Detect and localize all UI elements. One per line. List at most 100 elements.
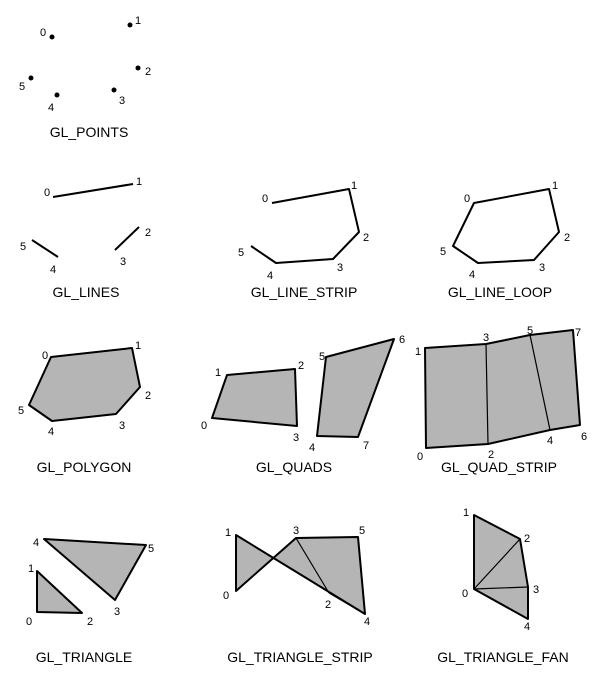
strip-divider [328,592,366,615]
panel-gl-triangle-fan: 0 1 2 3 4 GL_TRIANGLE_FAN [437,507,569,665]
panel-gl-triangle-strip: 0 1 2 3 4 5 GL_TRIANGLE_STRIP [223,525,373,665]
panel-shapes: 0 1 2 3 4 [462,507,539,633]
vertex-label: 5 [20,241,26,253]
line-loop-path [452,188,560,264]
strip-divider [295,537,330,594]
vertex-label: 4 [50,264,56,276]
vertex-label: 3 [483,332,489,344]
vertex-label: 4 [33,537,39,549]
vertex-label: 3 [119,420,125,432]
vertex-label: 5 [527,325,533,337]
panel-shapes: 0 1 2 34 5 6 7 [201,334,405,454]
vertex-label: 2 [87,616,93,628]
panel-gl-polygon: 0 1 2 3 4 5 GL_POLYGON [18,340,151,475]
vertex-label: 0 [462,588,468,600]
quad-shape [316,338,395,438]
vertex-label: 2 [145,227,151,239]
vertex-label: 6 [399,334,405,346]
vertex-label: 2 [524,533,530,545]
vertex-label: 1 [215,367,221,379]
panel-gl-quad-strip: 0 1 2 3 4 5 6 7 GL_QUAD_STRIP [415,325,587,475]
quad-shape [211,368,298,427]
vertex-label: 0 [223,590,229,602]
vertex-label: 5 [19,81,25,93]
triangle-fan-outline [473,514,529,620]
vertex-label: 0 [40,27,46,39]
quad-divider [485,343,489,445]
vertex-label: 2 [145,66,151,78]
vertex-label: 2 [298,360,304,372]
vertex-label: 1 [415,346,421,358]
vertex-label: 3 [114,606,120,618]
panel-gl-points: 0 1 2 3 4 5 GL_POINTS [19,15,151,140]
vertex-label: 4 [48,102,54,114]
point-marker [127,22,133,28]
panel-shapes: 0 1 2 3 4 5 [440,180,570,281]
panel-shapes: 0 1 2 3 4 5 [238,180,369,282]
panel-gl-line-loop: 0 1 2 3 4 5 GL_LINE_LOOP [440,180,570,300]
vertex-label: 4 [48,426,54,438]
vertex-label: 5 [440,246,446,258]
vertex-label: 0 [201,420,207,432]
vertex-label: 1 [135,340,141,352]
panel-gl-lines: 0 1 2 3 4 5 GL_LINES [20,176,151,300]
point-marker [111,87,117,93]
point-marker [28,75,34,81]
panel-shapes: 0 1 2 3 4 5 [19,15,151,114]
panel-title-gl-triangle: GL_TRIANGLE [36,649,132,665]
vertex-label: 3 [293,525,299,537]
vertex-label: 2 [564,232,570,244]
vertex-label: 0 [26,616,32,628]
vertex-label: 2 [363,232,369,244]
panel-title-gl-triangle-strip: GL_TRIANGLE_STRIP [227,649,373,665]
vertex-label: 1 [28,563,34,575]
line-segment [114,226,140,251]
vertex-label: 0 [464,193,470,205]
panel-shapes: 0 1 2 3 4 5 [26,537,154,628]
vertex-label: 3 [337,262,343,274]
vertex-label: 4 [524,621,530,633]
strip-divider [295,536,359,539]
point-marker [135,65,141,71]
line-strip-path [250,188,360,264]
vertex-label: 7 [575,327,581,339]
panel-title-gl-quads: GL_QUADS [256,459,332,475]
strip-divider [235,537,297,592]
line-segment [52,183,134,198]
triangle-shape [36,570,83,614]
vertex-label: 0 [42,350,48,362]
vertex-label: 0 [417,451,423,463]
vertex-label: 4 [469,269,475,281]
point-marker [54,92,60,98]
fan-divider [473,538,521,590]
vertex-label: 2 [325,599,331,611]
line-segment [31,239,59,258]
quad-divider [529,334,551,431]
panel-title-gl-quad-strip: GL_QUAD_STRIP [441,459,557,475]
vertex-label: 0 [262,193,268,205]
vertex-label: 5 [319,351,325,363]
panel-shapes: 0 1 2 3 4 5 [20,176,151,276]
vertex-label: 1 [463,507,469,519]
panel-title-gl-lines: GL_LINES [53,284,120,300]
panel-title-gl-polygon: GL_POLYGON [37,459,132,475]
vertex-label: 7 [363,440,369,452]
triangle-shape [43,538,147,601]
panel-shapes: 0 1 2 3 4 5 [223,525,370,628]
panel-gl-line-strip: 0 1 2 3 4 5 GL_LINE_STRIP [238,180,369,300]
panel-gl-quads: 0 1 2 34 5 6 7 GL_QUADS [201,334,405,475]
vertex-label: 4 [364,616,370,628]
vertex-label: 5 [359,525,365,537]
vertex-label: 4 [267,270,273,282]
vertex-label: 3 [539,262,545,274]
vertex-label: 6 [581,431,587,443]
vertex-label: 5 [18,405,24,417]
fan-divider [473,586,529,590]
vertex-label: 3 [293,432,299,444]
vertex-label: 1 [351,180,357,192]
vertex-label: 5 [148,543,154,555]
vertex-label: 1 [225,527,231,539]
vertex-label: 2 [145,390,151,402]
vertex-label: 3 [120,256,126,268]
vertex-label: 1 [552,180,558,192]
